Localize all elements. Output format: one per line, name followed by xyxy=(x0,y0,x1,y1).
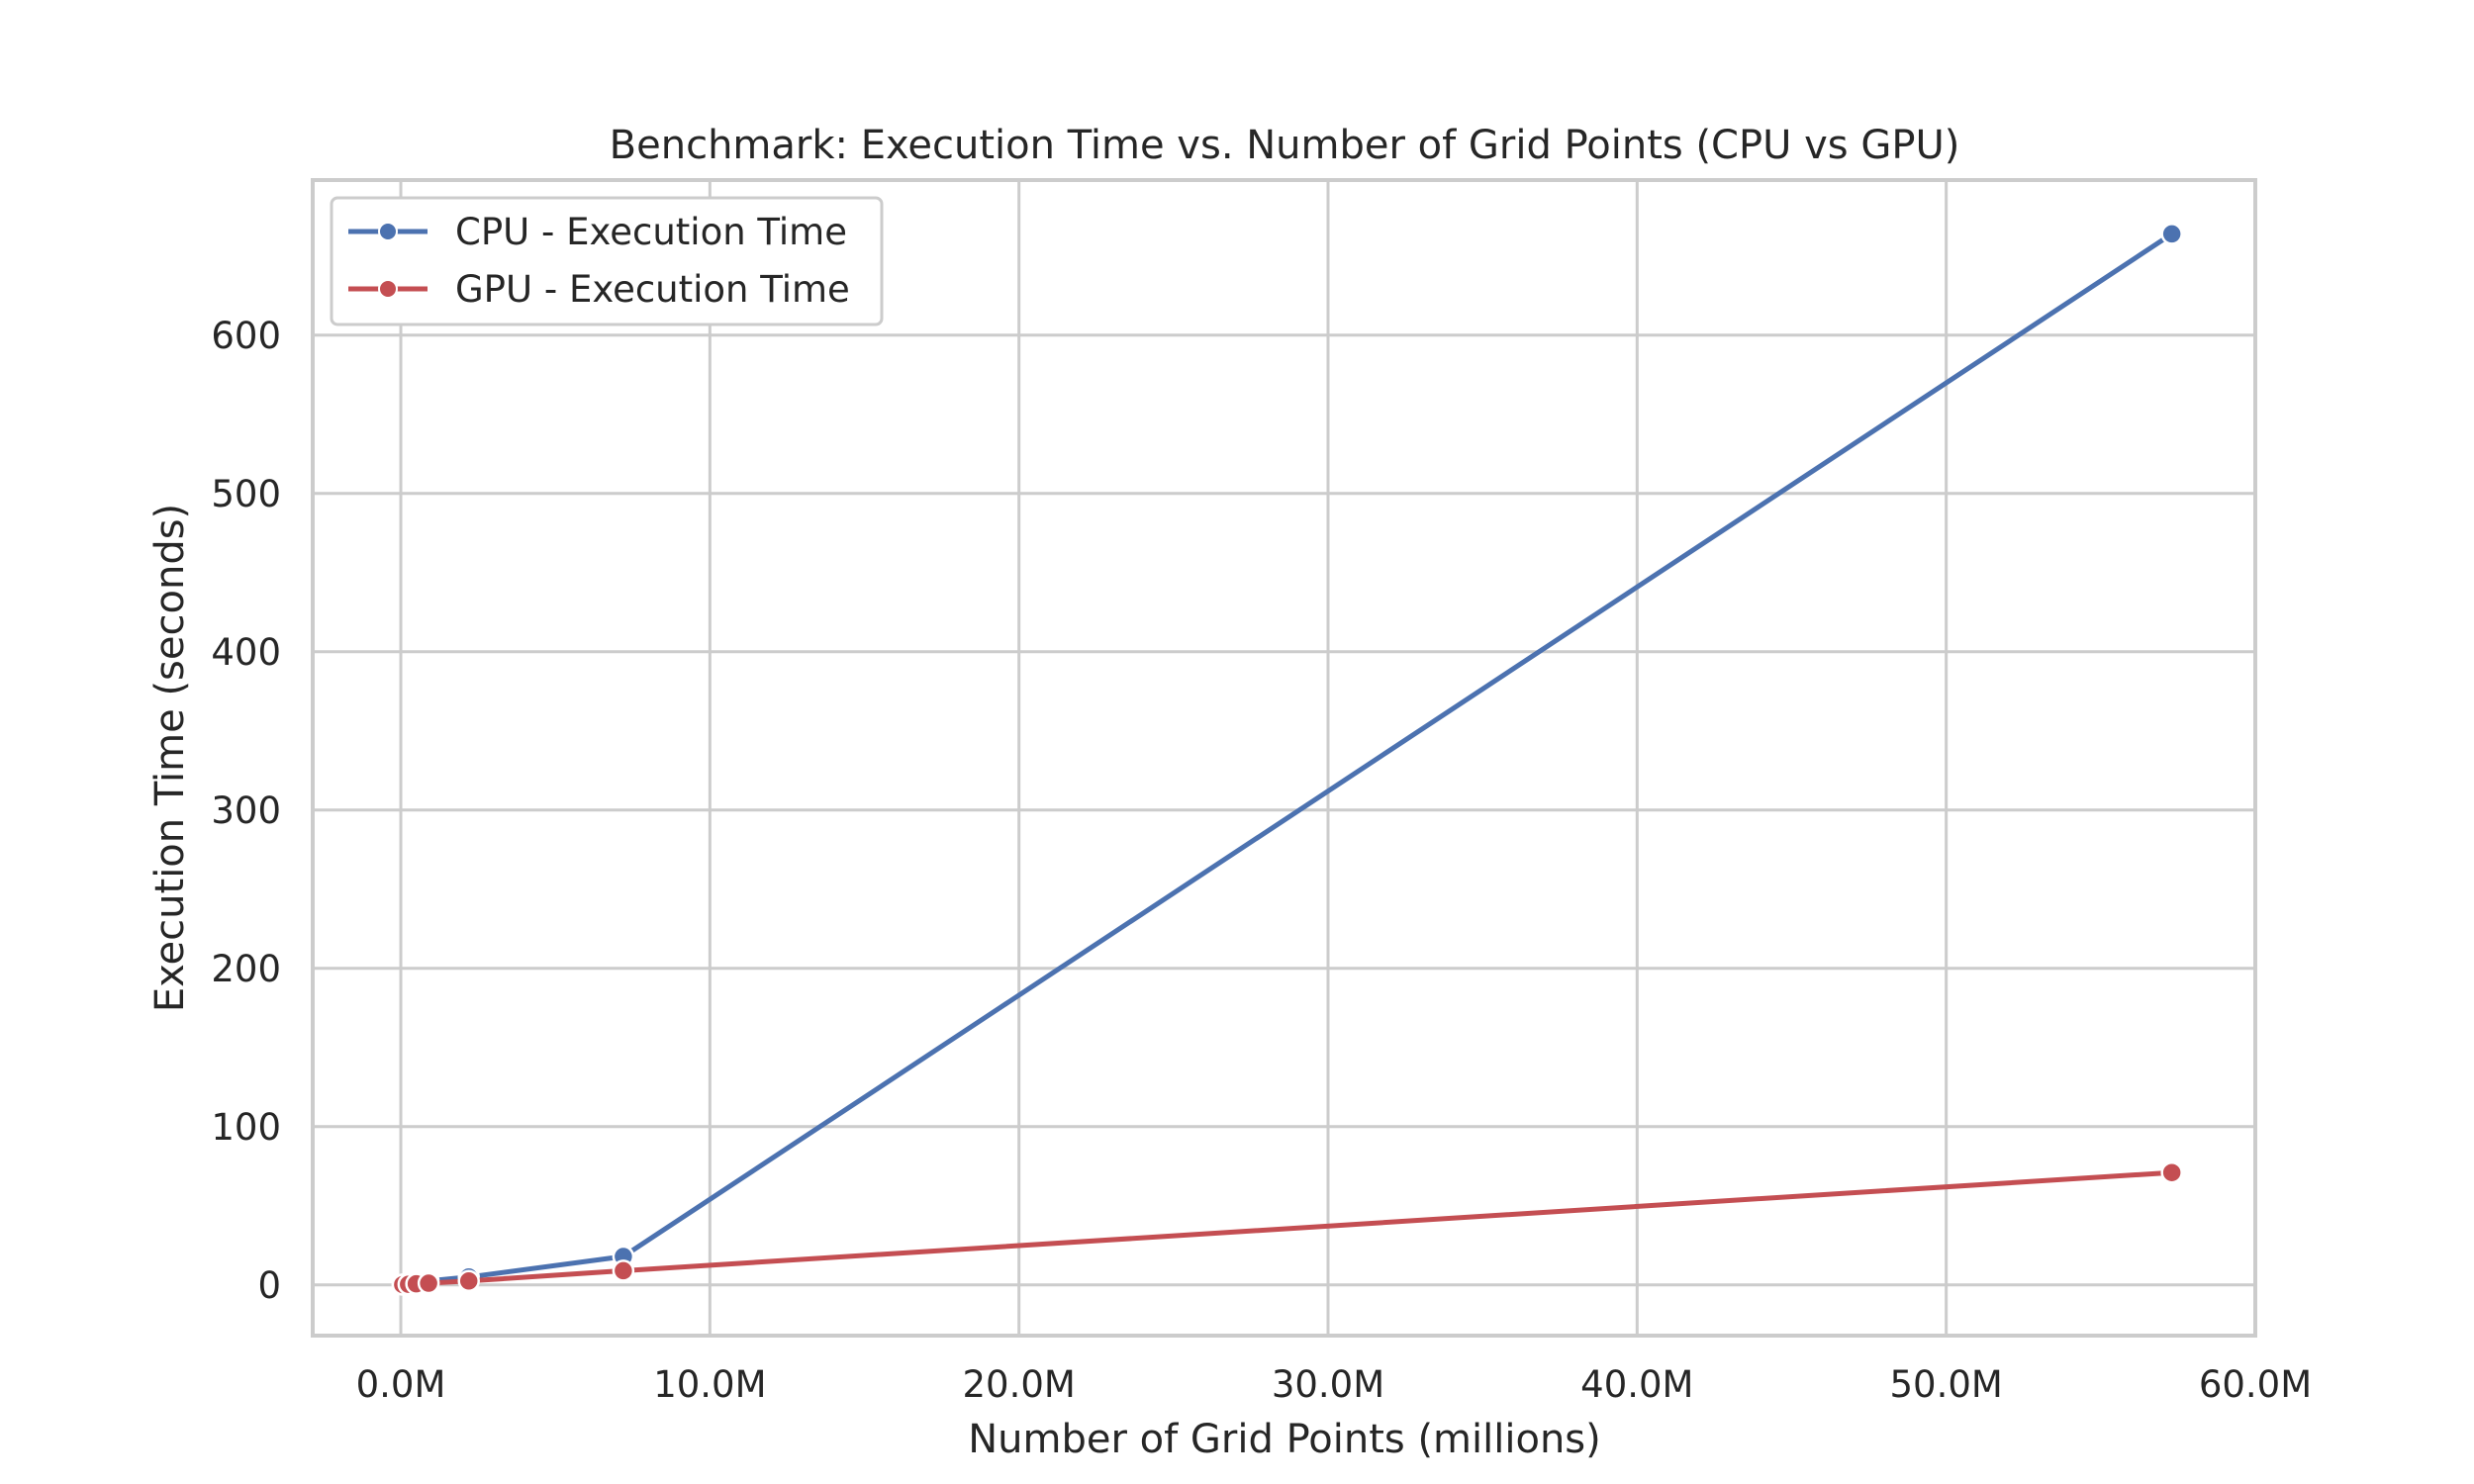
legend-gpu-marker xyxy=(378,279,398,299)
y-tick-label: 600 xyxy=(211,315,281,357)
x-tick-label: 10.0M xyxy=(653,1363,766,1406)
chart-title: Benchmark: Execution Time vs. Number of … xyxy=(610,123,1960,168)
legend-box xyxy=(330,196,884,326)
data-point xyxy=(2160,1160,2183,1184)
y-tick-label: 500 xyxy=(211,473,281,515)
tick-labels: 0.0M 10.0M 20.0M 30.0M 40.0M 50.0M 60.0M 0 100 20… xyxy=(211,315,2312,1406)
series xyxy=(391,223,2183,1296)
data-point xyxy=(2160,223,2183,245)
legend-cpu-label: CPU - Execution Time xyxy=(455,211,847,253)
x-tick-label: 0.0M xyxy=(356,1363,446,1406)
legend-gpu-label: GPU - Execution Time xyxy=(455,268,850,311)
legend: CPU - Execution Time GPU - Execution Tim… xyxy=(330,196,884,326)
x-tick-label: 60.0M xyxy=(2199,1363,2312,1406)
legend-cpu-marker xyxy=(378,222,398,241)
data-point xyxy=(612,1259,635,1282)
plot-area xyxy=(311,178,2257,1338)
y-tick-label: 400 xyxy=(211,631,281,674)
series-1 xyxy=(391,1160,2183,1296)
data-point xyxy=(417,1271,440,1295)
y-axis-label: Execution Time (seconds) xyxy=(147,504,193,1012)
x-axis-label: Number of Grid Points (millions) xyxy=(968,1417,1601,1462)
x-tick-label: 40.0M xyxy=(1580,1363,1693,1406)
y-tick-label: 100 xyxy=(211,1106,281,1149)
y-tick-label: 200 xyxy=(211,948,281,990)
y-tick-label: 0 xyxy=(257,1264,281,1307)
data-point xyxy=(457,1269,480,1293)
x-tick-label: 20.0M xyxy=(963,1363,1076,1406)
grid xyxy=(313,180,2257,1336)
y-tick-label: 300 xyxy=(211,789,281,832)
x-tick-label: 30.0M xyxy=(1272,1363,1384,1406)
x-tick-label: 50.0M xyxy=(1890,1363,2003,1406)
